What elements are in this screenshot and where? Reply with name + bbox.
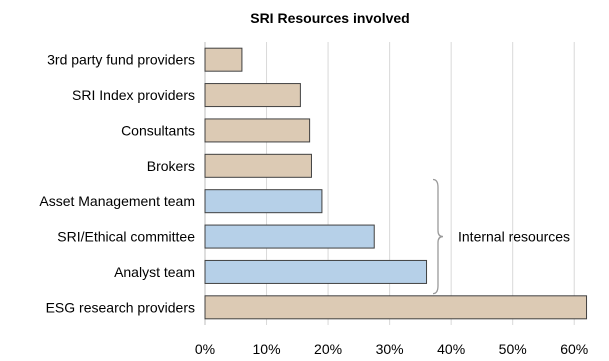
x-tick-label: 30% <box>376 341 404 357</box>
category-label: Brokers <box>147 158 195 174</box>
x-tick-labels: 0% 10% 20% 30% 40% 50% 60% <box>195 341 588 357</box>
category-labels: 3rd party fund providers SRI Index provid… <box>39 52 195 316</box>
bar <box>204 224 375 249</box>
bars <box>204 47 588 320</box>
x-tick-label: 40% <box>437 341 465 357</box>
bar <box>204 295 588 320</box>
bar <box>204 153 312 178</box>
annotation: Internal resources <box>432 178 570 295</box>
category-label: Analyst team <box>114 264 195 280</box>
annotation-brace <box>432 178 444 295</box>
x-tick-label: 20% <box>314 341 342 357</box>
x-tick-label: 0% <box>195 341 215 357</box>
category-label: SRI/Ethical committee <box>57 229 195 245</box>
x-tick-label: 10% <box>253 341 281 357</box>
bar <box>204 118 311 143</box>
category-label: 3rd party fund providers <box>47 52 195 68</box>
category-label: ESG research providers <box>46 299 195 315</box>
bar <box>204 47 243 72</box>
category-label: Consultants <box>121 122 195 138</box>
x-tick-label: 60% <box>560 341 588 357</box>
bar <box>204 83 301 108</box>
bar <box>204 259 428 284</box>
category-label: Asset Management team <box>39 193 195 209</box>
bar <box>204 189 323 214</box>
x-tick-label: 50% <box>499 341 527 357</box>
category-label: SRI Index providers <box>72 87 195 103</box>
chart-title: SRI Resources involved <box>250 10 410 26</box>
annotation-label: Internal resources <box>458 229 570 245</box>
